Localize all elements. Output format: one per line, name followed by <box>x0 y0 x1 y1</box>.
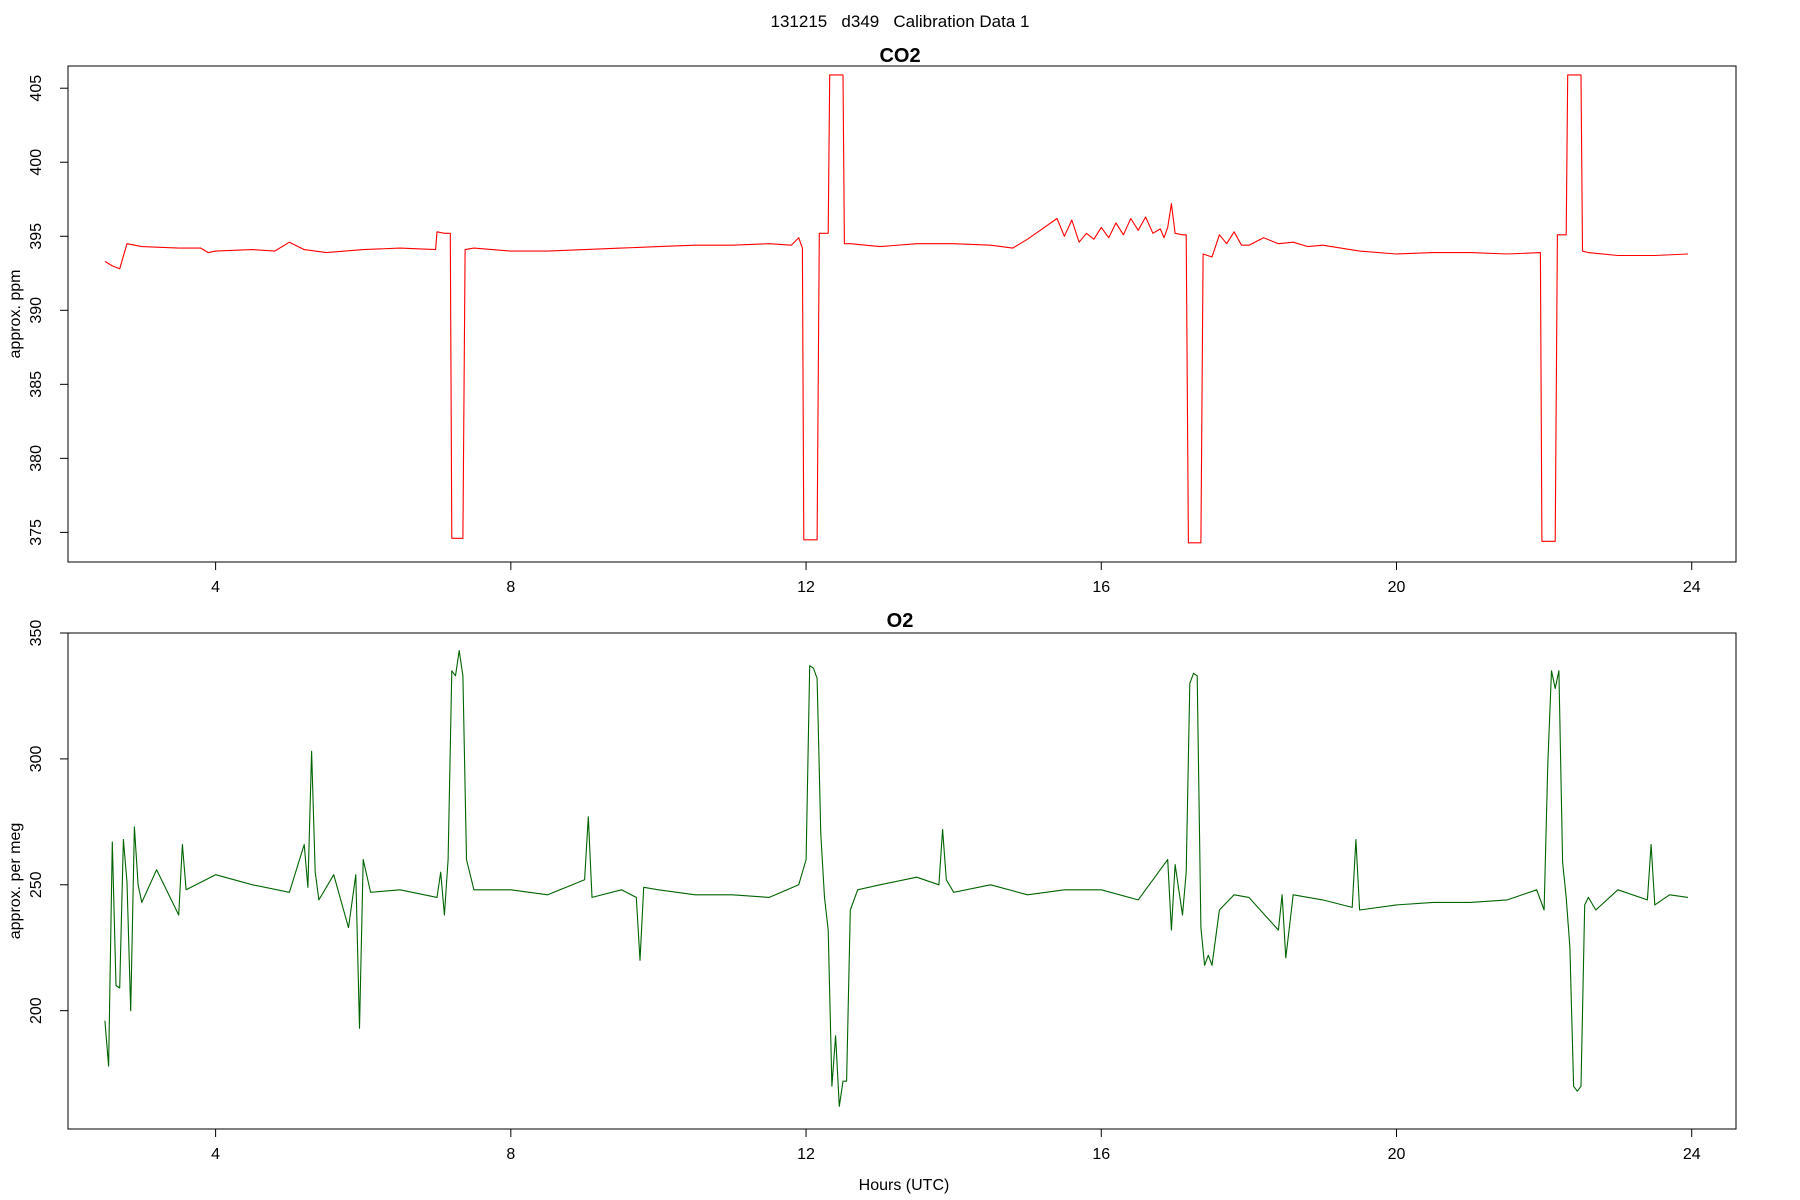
o2-y-tick-label: 200 <box>28 997 45 1024</box>
figure-suptitle: 131215 d349 Calibration Data 1 <box>771 12 1030 31</box>
o2-plot-title: O2 <box>887 610 914 632</box>
o2-y-tick-label: 300 <box>28 745 45 772</box>
co2-x-tick-label: 12 <box>797 579 815 596</box>
co2-y-axis-label: approx. ppm <box>7 270 24 359</box>
co2-y-tick-label: 395 <box>28 223 45 250</box>
co2-y-tick-label: 400 <box>28 149 45 176</box>
co2-y-tick-label: 405 <box>28 75 45 102</box>
co2-x-tick-label: 24 <box>1683 579 1701 596</box>
o2-x-tick-label: 20 <box>1388 1146 1406 1163</box>
o2-x-tick-label: 4 <box>211 1146 220 1163</box>
o2-y-tick-label: 350 <box>28 620 45 647</box>
o2-y-axis-label: approx. per meg <box>7 823 24 940</box>
co2-x-axis: 4 8 12 16 20 24 <box>211 561 1701 596</box>
co2-x-tick-label: 8 <box>506 579 515 596</box>
co2-y-tick-label: 380 <box>28 445 45 472</box>
co2-x-tick-label: 4 <box>211 579 220 596</box>
o2-x-tick-label: 16 <box>1092 1146 1110 1163</box>
co2-series-line <box>104 74 1689 544</box>
o2-x-tick-label: 12 <box>797 1146 815 1163</box>
co2-x-tick-label: 20 <box>1388 579 1406 596</box>
co2-x-tick-label: 16 <box>1092 579 1110 596</box>
o2-x-tick-label: 24 <box>1683 1146 1701 1163</box>
o2-panel: O2 4 8 12 16 20 24 200 250 300 350 approx. per m… <box>7 610 1737 1194</box>
co2-y-tick-label: 390 <box>28 297 45 324</box>
co2-y-tick-label: 375 <box>28 519 45 546</box>
co2-plot-title: CO2 <box>879 45 920 67</box>
o2-y-axis: 200 250 300 350 <box>28 620 69 1024</box>
co2-series-group <box>104 74 1689 544</box>
co2-y-tick-label: 385 <box>28 371 45 398</box>
o2-plot-frame <box>67 632 1737 1130</box>
o2-y-tick-label: 250 <box>28 871 45 898</box>
o2-series-group <box>104 650 1689 1107</box>
o2-x-tick-label: 8 <box>506 1146 515 1163</box>
co2-plot-frame <box>67 65 1737 563</box>
o2-series-line <box>104 650 1689 1107</box>
co2-panel: CO2 4 8 12 16 20 24 375 380 385 390 395 400 405 app… <box>7 45 1737 596</box>
co2-y-axis: 375 380 385 390 395 400 405 <box>28 75 69 546</box>
o2-x-axis-label: Hours (UTC) <box>859 1177 950 1194</box>
o2-x-axis: 4 8 12 16 20 24 <box>211 1128 1701 1163</box>
